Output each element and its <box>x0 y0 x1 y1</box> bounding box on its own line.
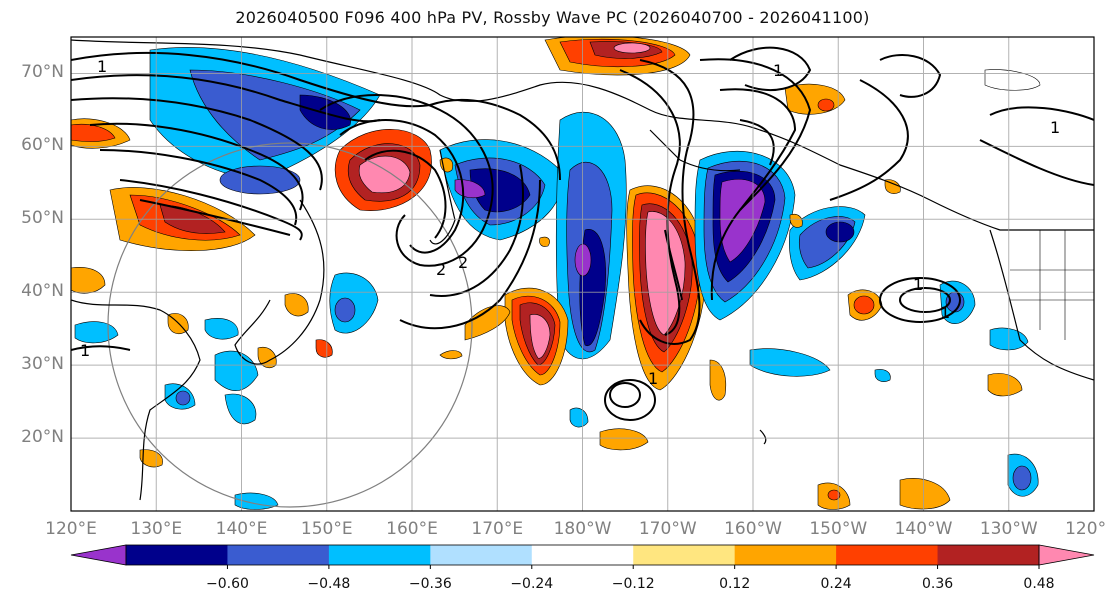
colorbar-tick-label: 0.12 <box>719 576 751 592</box>
contour-label: 2 <box>458 253 468 272</box>
colorbar-tick-label: 0.36 <box>921 576 954 592</box>
contour-label: 1 <box>97 57 107 76</box>
longitude-label: 130°W <box>979 519 1038 539</box>
colorbar-tick-label: 0.24 <box>820 576 852 592</box>
colorbar-swatch <box>531 545 634 565</box>
latitude-label: 30°N <box>21 354 64 375</box>
longitude-label: 160°E <box>386 519 438 539</box>
colorbar-swatch <box>734 545 837 565</box>
contour-label: 1 <box>773 61 783 80</box>
longitude-label: 150°E <box>300 519 353 539</box>
colorbar <box>70 544 1095 569</box>
longitude-label: 130°E <box>130 519 183 539</box>
gridlines <box>71 37 1094 511</box>
longitude-label: 150°W <box>809 519 868 539</box>
longitude-label: 140°E <box>215 519 268 539</box>
colorbar-extend-min <box>70 544 127 566</box>
latitude-label: 50°N <box>21 208 64 229</box>
map-border <box>70 36 1095 512</box>
colorbar-swatch <box>227 545 330 565</box>
pc-contours <box>71 46 1094 421</box>
colorbar-swatch <box>937 545 1040 565</box>
contour-label: 1 <box>940 303 950 322</box>
colorbar-tick-label: −0.48 <box>307 576 351 592</box>
latitude-label: 20°N <box>21 427 64 448</box>
contour-label: 1 <box>1050 118 1060 137</box>
colorbar-tick-label: −0.60 <box>205 576 249 592</box>
longitude-label: 140°W <box>894 519 953 539</box>
reference-circle <box>107 142 473 508</box>
contour-labels: 1 2 1 1 1 1 1 2 1 <box>80 57 1060 388</box>
contour-label: 1 <box>80 341 90 360</box>
contour-label: 1 <box>648 369 658 388</box>
map-panel: 1 2 1 1 1 1 1 2 1 <box>71 37 1094 511</box>
latitude-label: 60°N <box>21 135 64 156</box>
latitude-label: 40°N <box>21 281 64 302</box>
colorbar-swatch <box>633 545 736 565</box>
pv-shading <box>71 37 1041 510</box>
borders <box>1000 229 1094 340</box>
contour-label: 2 <box>436 260 446 279</box>
colorbar-tick-label: 0.48 <box>1023 576 1055 592</box>
longitude-label: 180°W <box>553 519 612 539</box>
colorbar-tick-label: −0.12 <box>611 576 655 592</box>
coastlines <box>71 39 1094 501</box>
colorbar-swatch <box>430 545 533 565</box>
colorbar-tick-label: −0.24 <box>510 576 554 592</box>
longitude-label: 160°W <box>724 519 782 539</box>
map-title: 2026040500 F096 400 hPa PV, Rossby Wave … <box>235 8 870 27</box>
colorbar-extend-max <box>1038 544 1095 566</box>
longitude-label: 170°W <box>638 519 697 539</box>
longitude-label: 120°W <box>1065 519 1105 539</box>
colorbar-swatch <box>836 545 939 565</box>
colorbar-swatch <box>328 545 431 565</box>
longitude-label: 170°E <box>471 519 524 539</box>
colorbar-tick-label: −0.36 <box>408 576 452 592</box>
colorbar-outline <box>125 544 1040 566</box>
colorbar-swatch <box>126 545 228 565</box>
contour-label: 1 <box>913 275 923 294</box>
latitude-label: 70°N <box>21 62 64 83</box>
longitude-label: 120°E <box>45 519 97 539</box>
